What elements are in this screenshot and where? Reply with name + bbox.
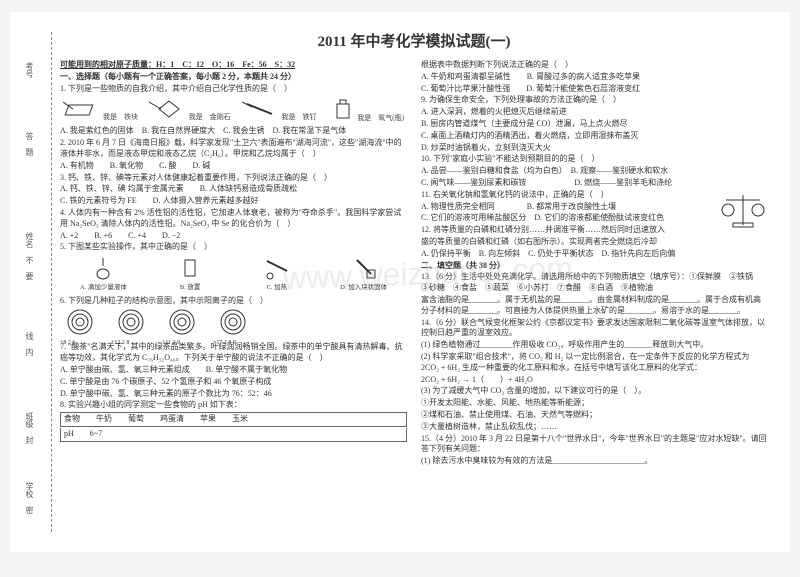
atom-model: +11 2 8: [162, 309, 207, 339]
img-diamond: 我是 金刚石: [146, 97, 234, 124]
atom-model: +17 2 8 8: [213, 309, 258, 339]
question-options: A. 钙、铁、锌、碘 均属于金属元素 B. 人体缺钙易造成骨质疏松: [60, 184, 407, 195]
atomic-masses: 可能用到的相对原子质量：H：1 C：12 O：16 Fe：56 S：32: [60, 60, 407, 71]
equation: 2CO₂ + 6H₂ → 1（ ）+ 4H₂O: [421, 375, 768, 386]
img-nail: 我是 铁钉: [239, 97, 320, 124]
exam-title: 2011 年中考化学模拟试题(一): [60, 30, 768, 51]
question-options: A. 牛奶和鸡蛋清都呈碱性 B. 胃酸过多的病人适宜多吃苹果: [421, 72, 768, 83]
question-options: C. 桌面上酒精灯内的酒精洒出，着火燃烧，立即用湿抹布盖灭: [421, 131, 768, 142]
question-text: 根据表中数据判断下列说法正确的是（ ）: [421, 60, 768, 71]
question-text: 盛的等质量的白磷和红磷（如右图所示）。实现两者完全燃烧后冷却: [421, 237, 768, 248]
margin-label: 线 内: [24, 332, 35, 356]
question-text: 3. 钙、铁、锌、碘等元素对人体健康起着重要作用，下列说法正确的是（ ）: [60, 173, 407, 184]
question-text: 8. 实验兴趣小组的同学测定一些食物的 pH 如下表：: [60, 400, 407, 411]
question-options: C. 它们的溶液可用稀盐酸区分 D. 它们的溶液都能使酚酞试液变红色: [421, 213, 768, 224]
question-text: 9. 为确保生命安全，下列处理事故的方法正确的是（ ）: [421, 95, 768, 106]
question-sub: ②煤和石油、禁止使用煤、石油、天然气等燃料；: [421, 410, 768, 421]
question-options: B. 厨房内管道煤气（主要成分是 CO）泄漏，马上点火燃尽: [421, 119, 768, 130]
q1-images: 我是 铁块 我是 金刚石 我是 铁钉 我是 氧气(瓶): [60, 97, 407, 123]
question-options: C. 葡萄汁比苹果汁酸性强 D. 葡萄汁能使紫色石蕊溶液变红: [421, 84, 768, 95]
img-iron-block: 我是 铁块: [60, 97, 141, 124]
section-heading: 二、填空题（共 38 分）: [421, 261, 768, 272]
question-sub: (1) 除去污水中臭味较为有效的方法是_____________________…: [421, 456, 768, 467]
question-options: D. 炒菜时油锅着火，立刻到浇灭大火: [421, 143, 768, 154]
q6-atom-models: +8 2 6 +12 2 8 +11 2 8 +17 2 8 8: [60, 309, 407, 339]
q5-images: A. 滴加少量液体 B. 放置 C. 加热 D. 加入块状固体: [60, 256, 407, 293]
question-options: A. 品尝——鉴别白糖和食盐（均为白色） B. 观察——鉴别硬水和软水: [421, 166, 768, 177]
question-text: 12. 将等质量的白磷和红磷分别……并调准平衡……然后同时迅速放入: [421, 225, 768, 236]
question-sub: (3) 为了减缓大气中 CO₂ 含量的增加，以下建议可行的是（ ）。: [421, 386, 768, 397]
question-sub: (2) 科学家采取"组合技术"，将 CO₂ 和 H₂ 以一定比例混合，在一定条件…: [421, 352, 768, 374]
question-options: C. 单宁酸是由 76 个碳原子、52 个氢原子和 46 个氧原子构成: [60, 377, 407, 388]
margin-label: 考号: [24, 62, 35, 78]
atom-model: +12 2 8: [111, 309, 156, 339]
right-column: 根据表中数据判断下列说法正确的是（ ） A. 牛奶和鸡蛋清都呈碱性 B. 胃酸过…: [421, 59, 768, 468]
question-options: C. 铁的元素符号为 FE D. 人体摄入营养元素越多越好: [60, 196, 407, 207]
question-sub: ③大量植树造林，禁止乱砍乱伐；……: [421, 422, 768, 433]
section-heading: 一、选择题（每小题有一个正确答案，每小题 2 分，本题共 24 分）: [60, 72, 407, 83]
question-options: A. 我是紫红色的固体 B. 我在自然界硬度大 C. 我会生锈 D. 我在常温下…: [60, 126, 407, 137]
question-options: D. 单宁酸中碳、氢、氧三种元素的原子个数比为 76：52：46: [60, 389, 407, 400]
left-column: 可能用到的相对原子质量：H：1 C：12 O：16 Fe：56 S：32 一、选…: [60, 59, 407, 468]
margin-label: 班级 封: [24, 412, 35, 444]
question-text: 4. 人体内有一种含有 2% 活性铝的活性铝，它加速人体衰老，被称为"夺命杀手"…: [60, 208, 407, 230]
question-options: A. +2 B. +6 C. +4 D. −2: [60, 231, 407, 242]
table-header: 食物 牛奶 葡萄 鸡蛋清 苹果 玉米: [60, 412, 407, 427]
img-oxygen-bottle: 我是 氧气(瓶): [324, 96, 407, 125]
question-text: 10. 下列"家庭小实验"不能达到预期目的的是（ ）: [421, 154, 768, 165]
question-fill: 富含油脂的是_______。属于无机盐的是_______。由金属材料制成的是__…: [421, 295, 768, 317]
question-text: 15.（4 分）2010 年 3 月 22 日是第十八个"世界水日"，今年"世界…: [421, 434, 768, 456]
question-sub: ①开发太阳能、水能、风能、地热能等新能源；: [421, 398, 768, 409]
question-text: 2. 2010 年 6 月 7 日《海南日报》载，科学家发现"土卫六"表面遍布"…: [60, 138, 407, 160]
question-options: C. 闻气味——鉴别尿素和碳铵 D. 燃烧——鉴别羊毛和涤纶: [421, 178, 768, 189]
img-dropper: A. 滴加少量液体: [60, 256, 147, 293]
question-text: 14.（6 分）联合气候变化框架公约《京都议定书》要求发达国家限制二氧化碳等温室…: [421, 318, 768, 340]
question-text: 1. 下列是一些物质的自我介绍，其中介绍自己化学性质的是（ ）: [60, 84, 407, 95]
question-options: A. 进入深洞，燃着的火把熄灭后继续前进: [421, 107, 768, 118]
question-options: A. 有机物 B. 氧化物 C. 酸 D. 碱: [60, 161, 407, 172]
binding-margin: 考号 答 题 姓名 不 要 线 内 班级 封 学校 密: [22, 32, 52, 532]
margin-label: 学校 密: [24, 482, 35, 514]
img-heating: C. 加热: [234, 256, 321, 293]
margin-label: 姓名 不 要: [24, 232, 35, 280]
question-options: A. 单宁酸由碳、氢、氧三种元素组成 B. 单宁酸不属于氧化物: [60, 365, 407, 376]
img-placement: B. 放置: [147, 256, 234, 293]
atom-model: +8 2 6: [60, 309, 105, 339]
question-text: 6. 下列是几种粒子的结构示意图，其中示阳离子的是（ ）: [60, 296, 407, 307]
question-text: 5. 下图某些实验操作，其中正确的是（ ）: [60, 242, 407, 253]
question-text: 13.（6 分）生活中处处充满化学。请选用所给中的下列物质填空（填序号）：①保鲜…: [421, 272, 768, 294]
img-add-solid: D. 加入块状固体: [320, 256, 407, 293]
question-options: A. 仍保持平衡 B. 向左倾斜 C. 仍处于平衡状态 D. 指针先向左后向偏: [421, 249, 768, 260]
exam-page: 考号 答 题 姓名 不 要 线 内 班级 封 学校 密 www.weizhu​n…: [10, 12, 790, 552]
content-columns: 可能用到的相对原子质量：H：1 C：12 O：16 Fe：56 S：32 一、选…: [60, 59, 768, 468]
margin-label: 答 题: [24, 132, 35, 156]
question-text: 11. 右关氧化钠和氢氧化钙的说法中，正确的是（ ）: [421, 190, 768, 201]
question-options: A. 物理性质完全相同 B. 都常用于改良酸性土壤: [421, 202, 768, 213]
table-row: pH 6~7: [60, 428, 407, 442]
question-sub: (1) 绿色植物通过________作用吸收 CO₂，呼吸作用产生的______…: [421, 340, 768, 351]
balance-diagram-icon: [718, 190, 768, 230]
